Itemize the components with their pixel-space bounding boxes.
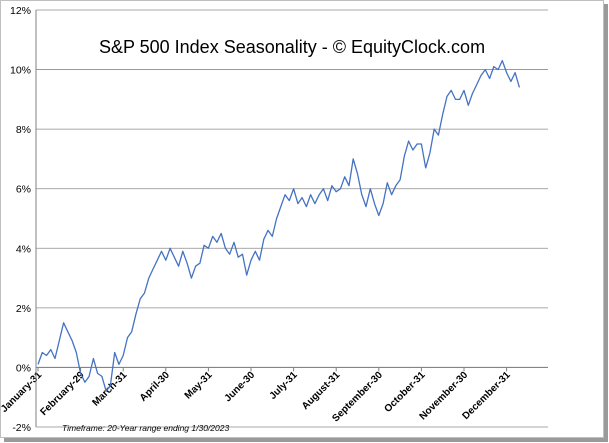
- chart-footnote: Timeframe: 20-Year range ending 1/30/202…: [62, 423, 229, 433]
- x-tick-label: October-31: [382, 369, 427, 414]
- y-tick-label: 8%: [16, 124, 31, 136]
- x-tick-label: August-31: [300, 369, 343, 412]
- x-tick-label: July-31: [268, 369, 300, 401]
- frame-shadow-right: [604, 4, 608, 440]
- series-line-sp500: [37, 59, 521, 392]
- y-tick-label: 2%: [16, 303, 31, 315]
- x-tick-label: April-30: [138, 369, 172, 403]
- x-tick-label: May-31: [183, 369, 215, 401]
- y-tick-label: 12%: [10, 5, 31, 17]
- y-tick-label: 0%: [16, 362, 31, 374]
- x-tick-label: February-29: [38, 369, 87, 418]
- x-tick-label: June-30: [223, 369, 258, 404]
- x-axis-tick-marks: [37, 367, 508, 372]
- y-axis-tick-labels: -2% 0% 2% 4% 6% 8% 10% 12%: [10, 5, 31, 434]
- y-tick-label: 10%: [10, 65, 31, 77]
- y-tick-label: 6%: [16, 184, 31, 196]
- y-tick-label: 4%: [16, 243, 31, 255]
- chart-title: S&P 500 Index Seasonality - © EquityCloc…: [99, 37, 485, 57]
- x-tick-label: March-31: [90, 369, 129, 408]
- y-tick-label: -2%: [12, 422, 31, 434]
- frame-shadow-bottom: [4, 438, 608, 442]
- x-tick-label: January-31: [0, 369, 44, 414]
